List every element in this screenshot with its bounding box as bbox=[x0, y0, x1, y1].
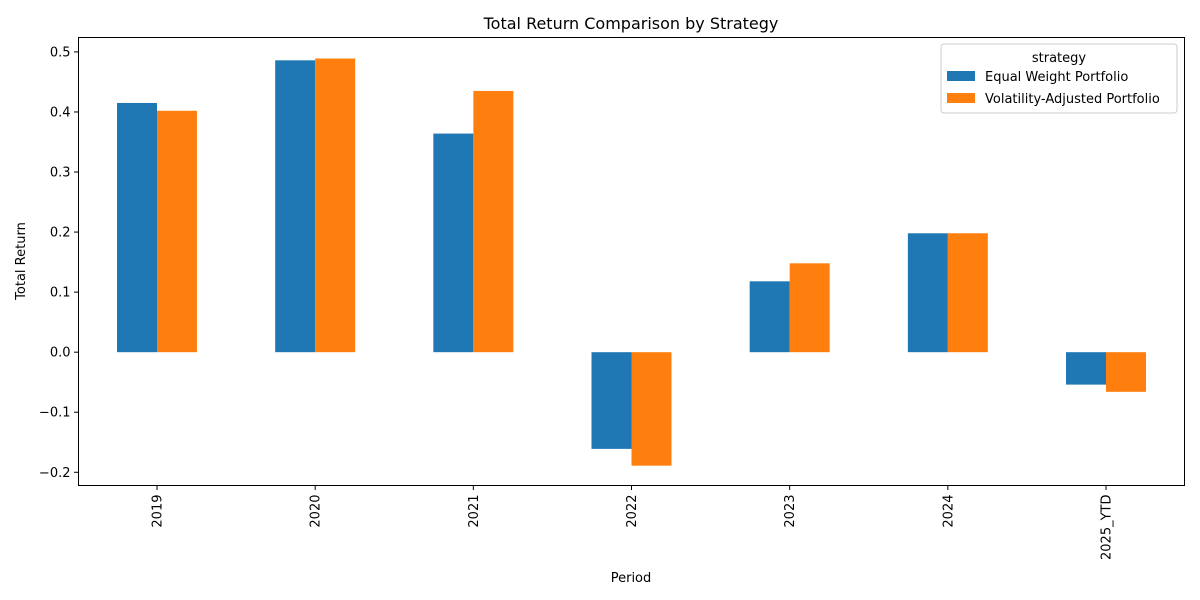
y-tick-label: 0.0 bbox=[50, 346, 71, 361]
legend-label-equal-weight: Equal Weight Portfolio bbox=[985, 70, 1128, 85]
bar-volatility-adjusted-2025_YTD bbox=[1106, 352, 1147, 392]
legend-swatch-volatility-adjusted bbox=[947, 93, 975, 103]
bar-equal-weight-2019 bbox=[117, 102, 157, 353]
bar-equal-weight-2020 bbox=[275, 60, 316, 353]
x-tick-label: 2019 bbox=[151, 495, 166, 528]
legend-label-volatility-adjusted: Volatility-Adjusted Portfolio bbox=[985, 92, 1160, 107]
bar-volatility-adjusted-2024 bbox=[947, 233, 988, 353]
bar-volatility-adjusted-2021 bbox=[473, 90, 514, 353]
bars-layer bbox=[117, 58, 1147, 466]
bar-equal-weight-2021 bbox=[433, 133, 474, 353]
x-axis: 2019 2020 2021 2022 2023 2024 2025_YTD bbox=[151, 485, 1115, 560]
legend-swatch-equal-weight bbox=[947, 71, 975, 81]
y-tick-label: −0.2 bbox=[39, 466, 71, 481]
y-axis: −0.2 −0.1 0.0 0.1 0.2 0.3 0.4 0.5 bbox=[39, 45, 79, 481]
chart-title: Total Return Comparison by Strategy bbox=[483, 14, 779, 33]
x-tick-label: 2024 bbox=[941, 495, 956, 528]
bar-volatility-adjusted-2020 bbox=[315, 58, 356, 353]
bar-equal-weight-2023 bbox=[749, 281, 790, 353]
x-axis-label: Period bbox=[611, 571, 652, 586]
x-tick-label: 2023 bbox=[783, 495, 798, 528]
y-tick-label: 0.3 bbox=[50, 166, 71, 181]
legend: strategy Equal Weight Portfolio Volatili… bbox=[940, 43, 1178, 114]
y-tick-label: 0.2 bbox=[50, 226, 71, 241]
x-tick-label: 2020 bbox=[309, 495, 324, 528]
bar-equal-weight-2024 bbox=[907, 233, 948, 353]
y-tick-label: −0.1 bbox=[39, 406, 71, 421]
bar-volatility-adjusted-2019 bbox=[157, 110, 197, 353]
y-tick-label: 0.1 bbox=[50, 286, 71, 301]
bar-volatility-adjusted-2023 bbox=[789, 263, 830, 353]
legend-box bbox=[940, 43, 1178, 114]
y-axis-label: Total Return bbox=[14, 222, 29, 301]
bar-equal-weight-2025_YTD bbox=[1066, 352, 1107, 385]
x-tick-label: 2021 bbox=[467, 495, 482, 528]
x-tick-label: 2025_YTD bbox=[1100, 495, 1115, 560]
y-tick-label: 0.4 bbox=[50, 105, 71, 120]
y-tick-label: 0.5 bbox=[50, 45, 71, 60]
bar-equal-weight-2022 bbox=[591, 352, 632, 449]
bar-volatility-adjusted-2022 bbox=[631, 352, 672, 466]
legend-title: strategy bbox=[1032, 51, 1087, 66]
x-tick-label: 2022 bbox=[625, 495, 640, 528]
